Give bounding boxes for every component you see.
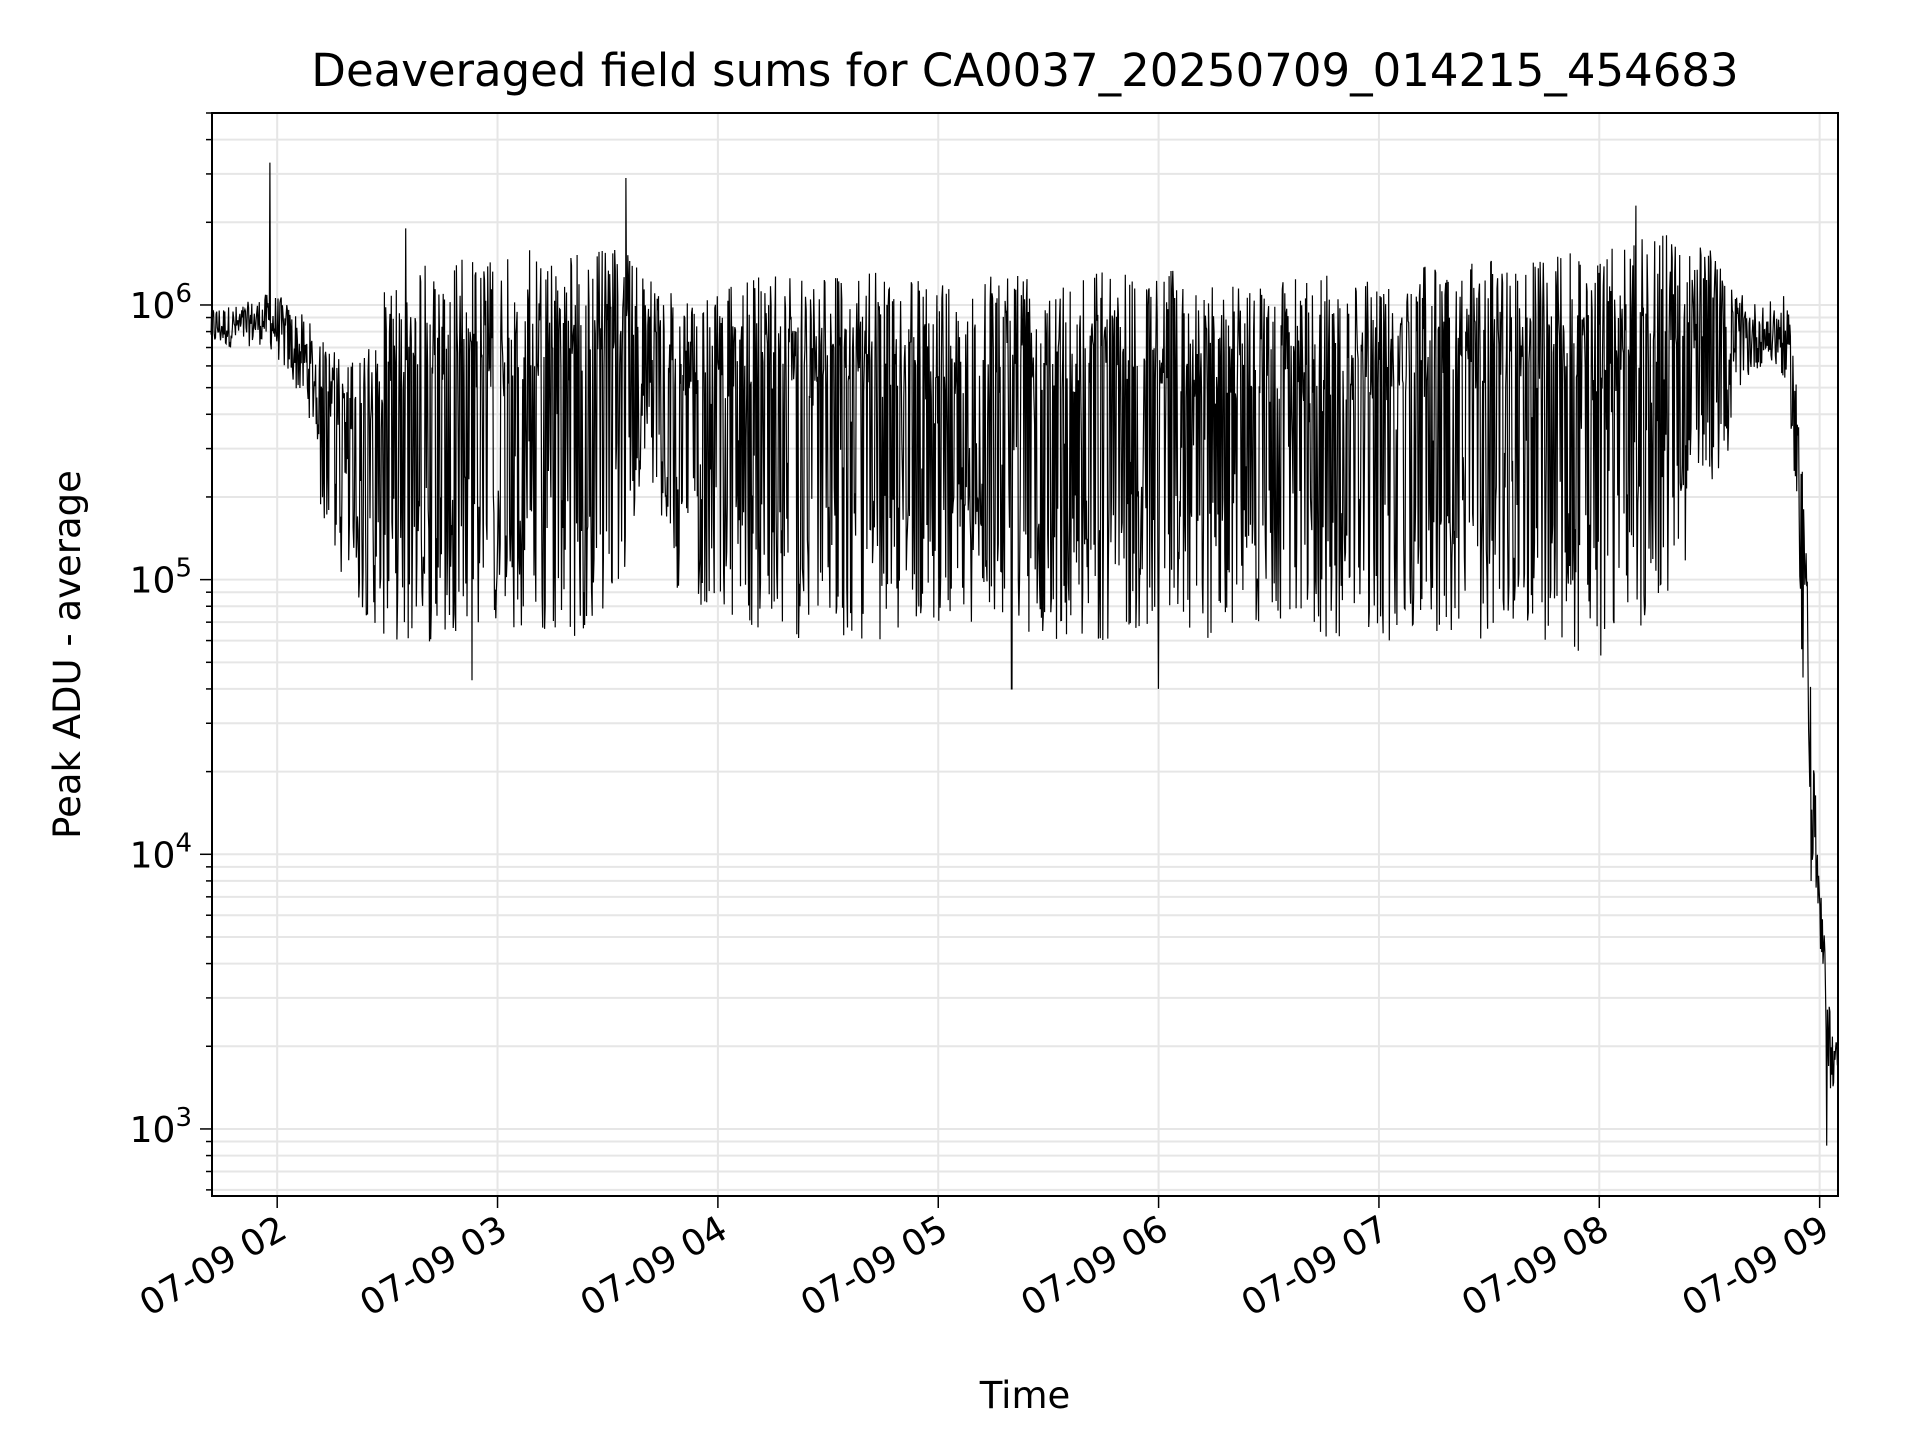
chart-title: Deaveraged field sums for CA0037_2025070… xyxy=(311,44,1738,97)
y-tick-label: 105 xyxy=(130,554,192,602)
x-axis-label: Time xyxy=(979,1374,1071,1417)
y-tick-label: 104 xyxy=(130,828,192,876)
y-axis-label: Peak ADU - average xyxy=(46,470,89,839)
series-line xyxy=(210,162,1839,1146)
plot-frame xyxy=(211,112,1839,1197)
y-tick-label: 103 xyxy=(130,1103,192,1151)
series-path xyxy=(210,162,1839,1146)
y-tick-label: 106 xyxy=(130,279,192,327)
